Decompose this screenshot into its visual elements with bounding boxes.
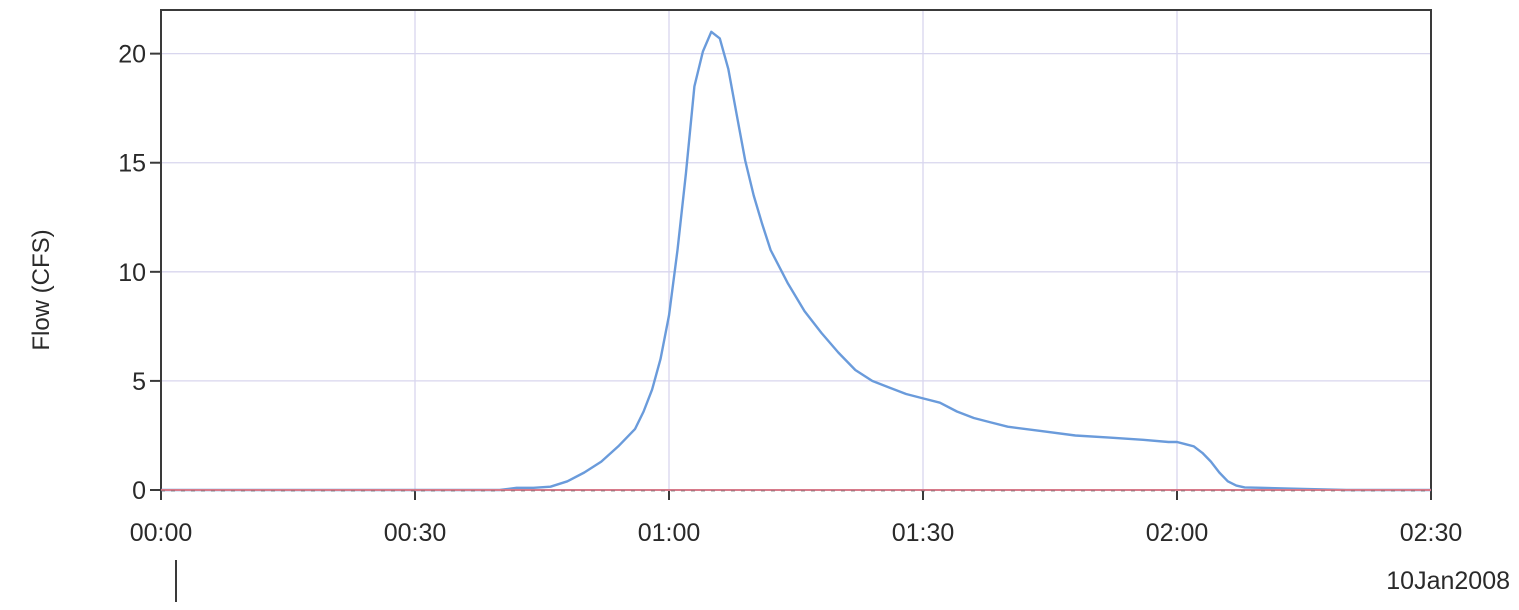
- x-tick-label: 00:30: [384, 519, 447, 547]
- series-line-0: [161, 30, 1431, 492]
- x-tick-label: 00:00: [130, 519, 193, 547]
- date-label: 10Jan2008: [1386, 567, 1510, 595]
- y-tick-label: 5: [132, 368, 146, 396]
- grid-lines: [161, 10, 1431, 490]
- axes: [150, 9, 1432, 602]
- x-tick-label: 02:30: [1400, 519, 1463, 547]
- axis-labels: 00:00 00:30 01:00 01:30 02:00 02:30 0 5 10 15 20 Fl…: [28, 41, 1510, 595]
- y-tick-label: 10: [118, 259, 146, 287]
- y-axis-label: Flow (CFS): [28, 229, 55, 350]
- x-tick-label: 01:00: [638, 519, 701, 547]
- series-lines: [161, 30, 1431, 492]
- x-tick-label: 02:00: [1146, 519, 1209, 547]
- y-tick-label: 15: [118, 150, 146, 178]
- x-tick-label: 01:30: [892, 519, 955, 547]
- y-tick-label: 0: [132, 477, 146, 505]
- y-tick-label: 20: [118, 41, 146, 69]
- plot-frame: [160, 9, 1432, 491]
